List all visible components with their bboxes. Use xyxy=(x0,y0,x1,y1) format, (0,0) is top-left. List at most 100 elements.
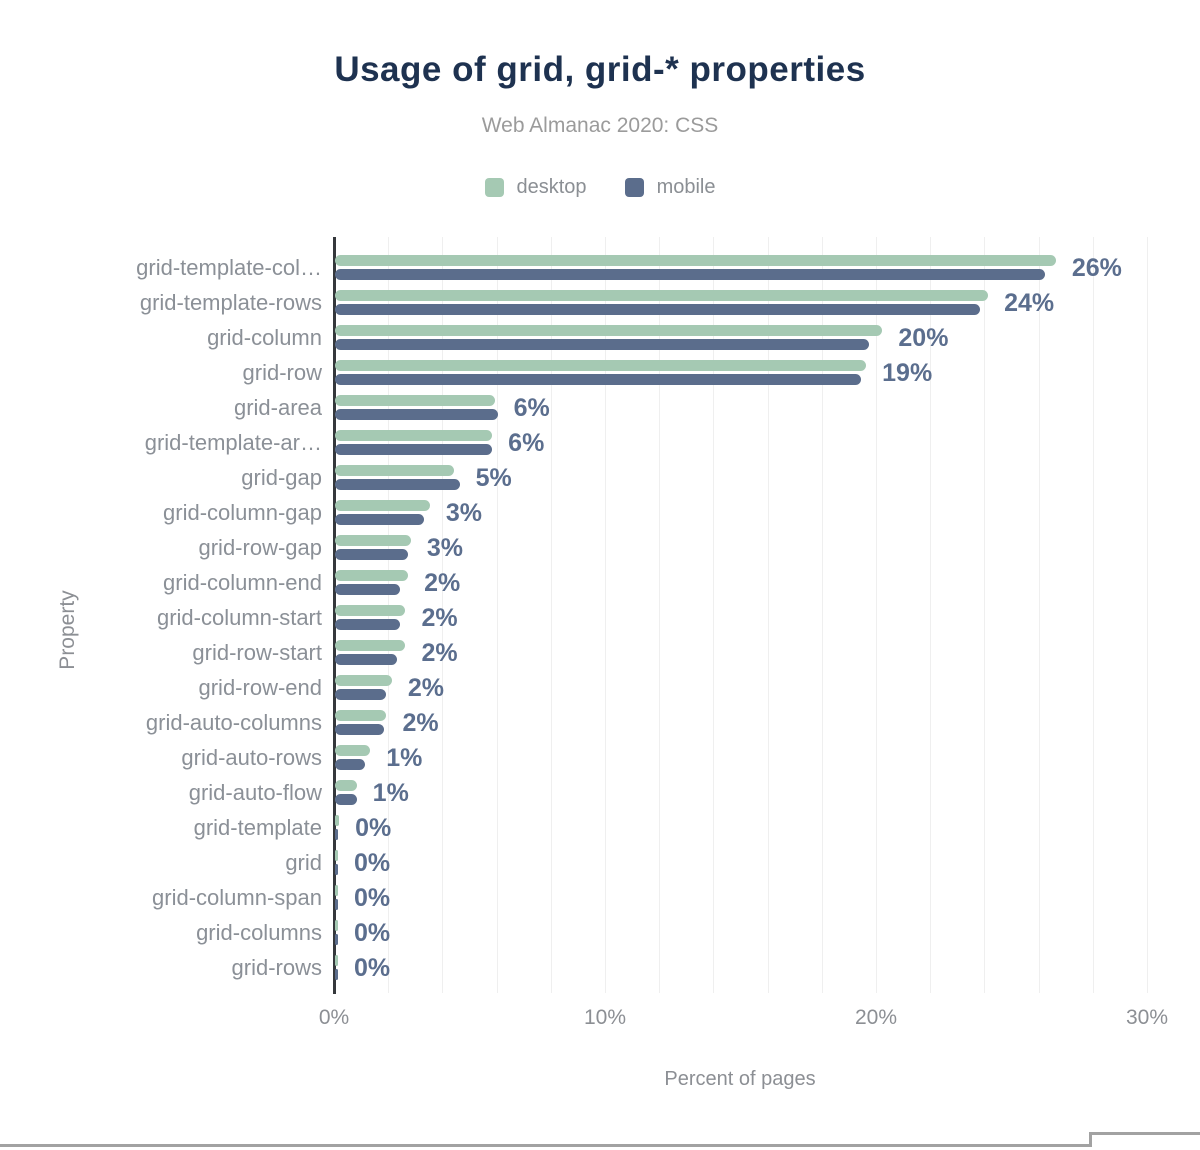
adjacent-box-top-border xyxy=(1089,1132,1200,1135)
bar-mobile-grid-column[interactable] xyxy=(335,339,869,350)
bar-mobile-grid-gap[interactable] xyxy=(335,479,460,490)
value-label: 2% xyxy=(402,709,439,737)
category-label: grid-template-rows xyxy=(139,290,322,315)
x-tick-label: 10% xyxy=(583,1006,627,1029)
bar-mobile-grid-template-col[interactable] xyxy=(335,269,1046,280)
bar-desktop-grid-row-gap[interactable] xyxy=(335,535,411,546)
bar-mobile-grid-auto-columns[interactable] xyxy=(335,724,384,735)
bar-mobile-grid-template-ar[interactable] xyxy=(335,444,493,455)
bar-desktop-grid[interactable] xyxy=(335,850,338,861)
bar-desktop-grid-rows[interactable] xyxy=(335,955,338,966)
legend-item-mobile[interactable]: mobile xyxy=(624,176,715,199)
category-row: grid-template 0% xyxy=(0,810,1200,845)
category-row: grid-auto-columns 2% xyxy=(0,705,1200,740)
category-row: grid-template-col… 26% xyxy=(0,250,1200,285)
category-row: grid-area 6% xyxy=(0,390,1200,425)
bar-mobile-grid-column-gap[interactable] xyxy=(335,514,425,525)
category-label: grid-row xyxy=(242,360,322,385)
container-border-step xyxy=(1089,1132,1092,1147)
y-axis-title: Property xyxy=(56,590,79,670)
category-row: grid-column-span 0% xyxy=(0,880,1200,915)
bar-mobile-grid-template[interactable] xyxy=(335,829,338,840)
category-label: grid xyxy=(285,850,322,875)
bar-mobile-grid-column-start[interactable] xyxy=(335,619,401,630)
gridline xyxy=(496,237,498,993)
bar-mobile-grid-row-start[interactable] xyxy=(335,654,398,665)
value-label: 5% xyxy=(475,464,512,492)
value-label: 2% xyxy=(424,569,461,597)
value-label: 2% xyxy=(407,674,445,702)
bar-desktop-grid-template-rows[interactable] xyxy=(335,290,989,301)
category-row: grid-column 20% xyxy=(0,320,1200,355)
bar-desktop-grid-row-start[interactable] xyxy=(335,640,406,651)
bar-desktop-grid-column-start[interactable] xyxy=(335,605,406,616)
category-row: grid-column-end 2% xyxy=(0,565,1200,600)
category-label: grid-row-gap xyxy=(198,535,323,560)
gridline xyxy=(1147,237,1148,993)
category-label: grid-gap xyxy=(241,465,322,490)
category-label: grid-column xyxy=(207,325,322,350)
bar-mobile-grid-area[interactable] xyxy=(335,409,498,420)
gridline xyxy=(1092,237,1094,993)
bar-desktop-grid-area[interactable] xyxy=(335,395,495,406)
bar-desktop-grid-template-ar[interactable] xyxy=(335,430,493,441)
bar-mobile-grid-columns[interactable] xyxy=(335,934,338,945)
x-axis-title: Percent of pages xyxy=(664,1068,816,1090)
bar-mobile-grid-column-span[interactable] xyxy=(335,899,338,910)
bar-desktop-grid-column-end[interactable] xyxy=(335,570,409,581)
category-row: grid-auto-flow 1% xyxy=(0,775,1200,810)
bar-desktop-grid-row-end[interactable] xyxy=(335,675,392,686)
bar-mobile-grid-rows[interactable] xyxy=(335,969,338,980)
bar-desktop-grid-columns[interactable] xyxy=(335,920,338,931)
value-label: 20% xyxy=(898,324,949,352)
bar-desktop-grid-column-gap[interactable] xyxy=(335,500,430,511)
category-label: grid-auto-rows xyxy=(181,745,322,770)
bar-desktop-grid-column-span[interactable] xyxy=(335,885,338,896)
gridline xyxy=(821,237,823,993)
category-label: grid-auto-columns xyxy=(145,710,322,735)
bar-desktop-grid-auto-rows[interactable] xyxy=(335,745,371,756)
category-label: grid-template xyxy=(193,815,322,840)
bar-mobile-grid-row[interactable] xyxy=(335,374,861,385)
bar-mobile-grid-auto-flow[interactable] xyxy=(335,794,357,805)
category-row: grid-column-gap 3% xyxy=(0,495,1200,530)
value-label: 6% xyxy=(513,394,550,422)
value-label: 1% xyxy=(372,779,409,807)
bar-mobile-grid-template-rows[interactable] xyxy=(335,304,980,315)
legend-item-desktop[interactable]: desktop xyxy=(484,176,587,199)
legend-label-desktop: desktop xyxy=(516,176,587,198)
bar-mobile-grid-row-gap[interactable] xyxy=(335,549,409,560)
bar-mobile-grid-auto-rows[interactable] xyxy=(335,759,365,770)
category-row: grid 0% xyxy=(0,845,1200,880)
value-label: 24% xyxy=(1004,289,1055,317)
category-label: grid-template-ar… xyxy=(144,430,322,455)
bar-mobile-grid-column-end[interactable] xyxy=(335,584,401,595)
bar-desktop-grid-auto-columns[interactable] xyxy=(335,710,387,721)
value-label: 0% xyxy=(354,954,391,982)
container-bottom-border xyxy=(0,1144,1092,1147)
bar-desktop-grid-template-col[interactable] xyxy=(335,255,1056,266)
bar-mobile-grid[interactable] xyxy=(335,864,338,875)
legend: desktop mobile xyxy=(0,176,1200,199)
value-label: 3% xyxy=(426,534,464,562)
value-label: 0% xyxy=(354,849,391,877)
category-label: grid-template-col… xyxy=(136,255,322,280)
category-label: grid-column-gap xyxy=(163,500,322,525)
gridline xyxy=(876,237,877,993)
x-tick-label: 0% xyxy=(318,1006,350,1029)
value-label: 0% xyxy=(354,884,391,912)
gridline xyxy=(659,237,661,993)
gridline xyxy=(930,237,932,993)
bar-desktop-grid-row[interactable] xyxy=(335,360,867,371)
category-row: grid-row 19% xyxy=(0,355,1200,390)
bar-mobile-grid-row-end[interactable] xyxy=(335,689,387,700)
category-row: grid-columns 0% xyxy=(0,915,1200,950)
value-label: 1% xyxy=(386,744,423,772)
bar-desktop-grid-gap[interactable] xyxy=(335,465,455,476)
bar-desktop-grid-column[interactable] xyxy=(335,325,883,336)
bar-desktop-grid-auto-flow[interactable] xyxy=(335,780,357,791)
bar-desktop-grid-template[interactable] xyxy=(335,815,340,826)
chart-subtitle: Web Almanac 2020: CSS xyxy=(481,114,719,137)
value-label: 2% xyxy=(421,639,458,667)
